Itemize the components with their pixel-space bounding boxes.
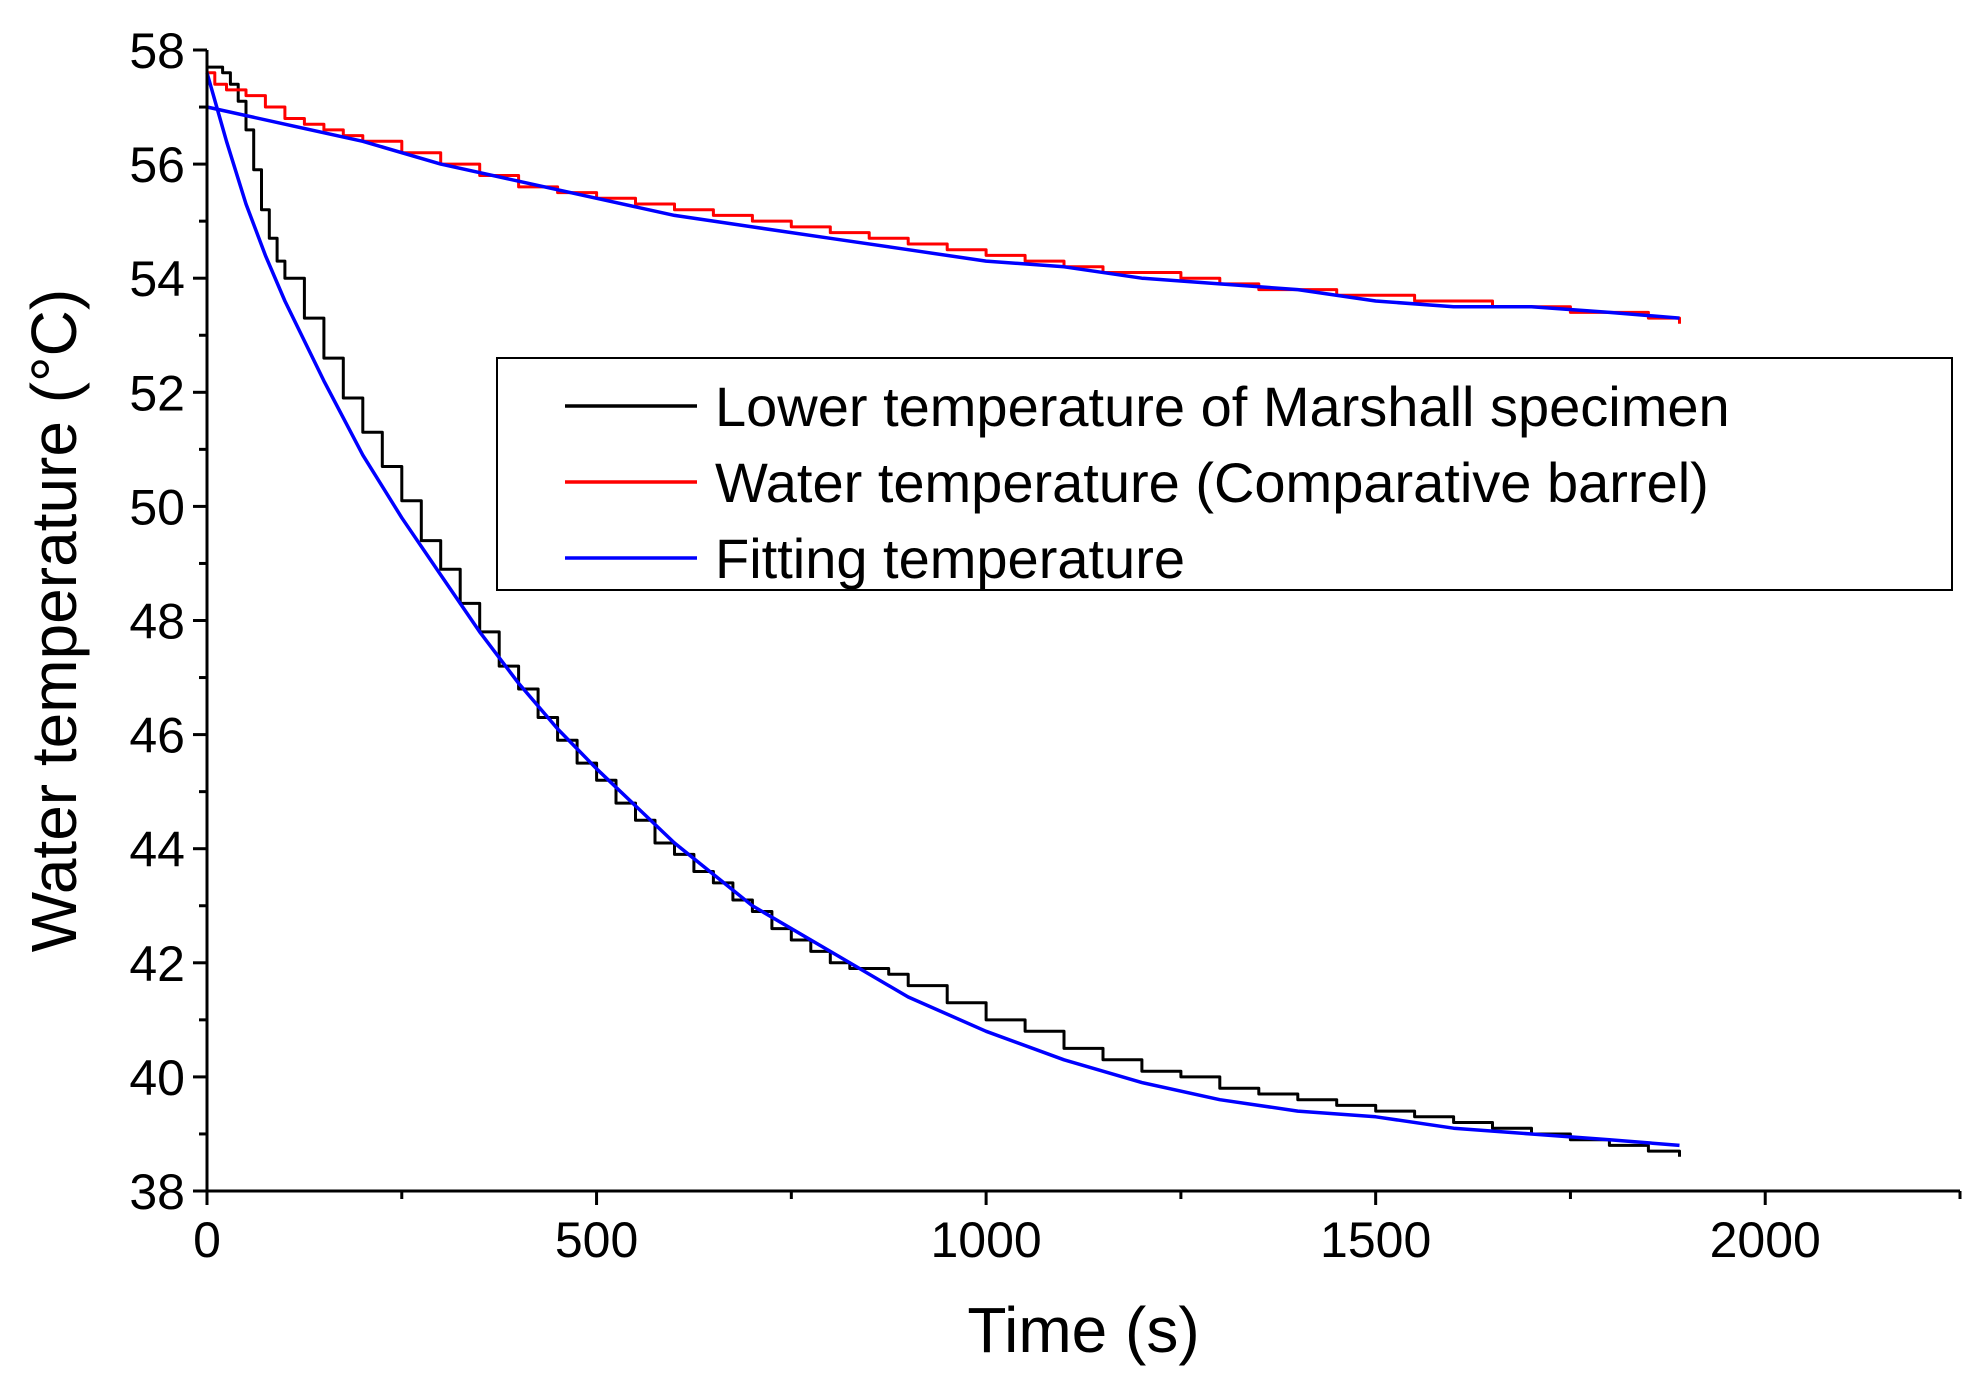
y-tick-label: 42 xyxy=(129,936,185,992)
axes-layer: 0 500 1000 1500 2000 38 40 42 44 46 48 50 52 54 56 58 xyxy=(129,23,1962,1268)
y-tick-label: 52 xyxy=(129,365,185,421)
y-axis-title: Water temperature (°C) xyxy=(18,289,90,952)
legend-label: Fitting temperature xyxy=(715,527,1185,590)
y-tick-label: 38 xyxy=(129,1164,185,1220)
x-tick-label: 500 xyxy=(555,1212,638,1268)
legend-label: Water temperature (Comparative barrel) xyxy=(715,451,1709,514)
x-tick-label: 1500 xyxy=(1320,1212,1431,1268)
legend-box xyxy=(496,357,1953,591)
legend-label: Lower temperature of Marshall specimen xyxy=(715,375,1730,438)
y-ticks: 38 40 42 44 46 48 50 52 54 56 58 xyxy=(129,23,207,1220)
x-ticks: 0 500 1000 1500 2000 xyxy=(193,1191,1962,1268)
y-tick-label: 48 xyxy=(129,594,185,650)
x-axis-title: Time (s) xyxy=(967,1294,1199,1366)
y-tick-label: 46 xyxy=(129,708,185,764)
y-tick-label: 56 xyxy=(129,137,185,193)
y-tick-label: 44 xyxy=(129,822,185,878)
y-tick-label: 54 xyxy=(129,251,185,307)
series-line-fitting-temperature-3 xyxy=(206,105,1680,320)
y-tick-label: 40 xyxy=(129,1050,185,1106)
series-layer xyxy=(205,65,1681,1157)
y-tick-label: 50 xyxy=(129,479,185,535)
series-line-fitting-temperature-2 xyxy=(205,72,1680,1148)
y-tick-label: 58 xyxy=(129,23,185,79)
legend-entries: Lower temperature of Marshall specimen Wa… xyxy=(565,375,1730,590)
x-tick-label: 2000 xyxy=(1710,1212,1821,1268)
series-line-water-temperature-comparative-barrel-1 xyxy=(207,71,1681,324)
series-line-lower-temperature-of-marshall-specimen-0 xyxy=(207,65,1681,1157)
legend: Lower temperature of Marshall specimen Wa… xyxy=(496,357,1953,591)
x-tick-label: 1000 xyxy=(930,1212,1041,1268)
x-tick-label: 0 xyxy=(193,1212,221,1268)
